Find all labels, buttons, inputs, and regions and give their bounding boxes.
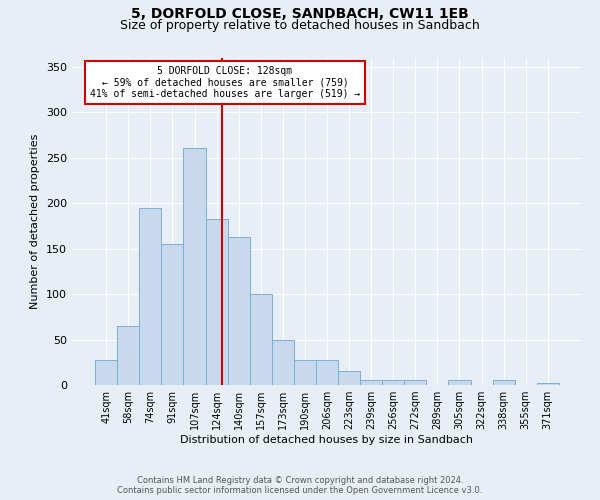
Bar bbox=[272, 340, 294, 385]
X-axis label: Distribution of detached houses by size in Sandbach: Distribution of detached houses by size … bbox=[181, 435, 473, 445]
Y-axis label: Number of detached properties: Number of detached properties bbox=[31, 134, 40, 309]
Bar bbox=[139, 208, 161, 385]
Text: Size of property relative to detached houses in Sandbach: Size of property relative to detached ho… bbox=[120, 19, 480, 32]
Bar bbox=[206, 218, 227, 385]
Text: 5 DORFOLD CLOSE: 128sqm
← 59% of detached houses are smaller (759)
41% of semi-d: 5 DORFOLD CLOSE: 128sqm ← 59% of detache… bbox=[90, 66, 360, 99]
Bar bbox=[493, 380, 515, 385]
Bar bbox=[382, 380, 404, 385]
Bar bbox=[404, 380, 427, 385]
Bar bbox=[316, 360, 338, 385]
Bar bbox=[250, 294, 272, 385]
Text: 5, DORFOLD CLOSE, SANDBACH, CW11 1EB: 5, DORFOLD CLOSE, SANDBACH, CW11 1EB bbox=[131, 8, 469, 22]
Bar bbox=[227, 236, 250, 385]
Bar bbox=[95, 360, 117, 385]
Text: Contains HM Land Registry data © Crown copyright and database right 2024.
Contai: Contains HM Land Registry data © Crown c… bbox=[118, 476, 482, 495]
Bar bbox=[448, 380, 470, 385]
Bar bbox=[161, 244, 184, 385]
Bar bbox=[184, 148, 206, 385]
Bar bbox=[537, 383, 559, 385]
Bar bbox=[360, 380, 382, 385]
Bar bbox=[294, 360, 316, 385]
Bar bbox=[117, 326, 139, 385]
Bar bbox=[338, 372, 360, 385]
